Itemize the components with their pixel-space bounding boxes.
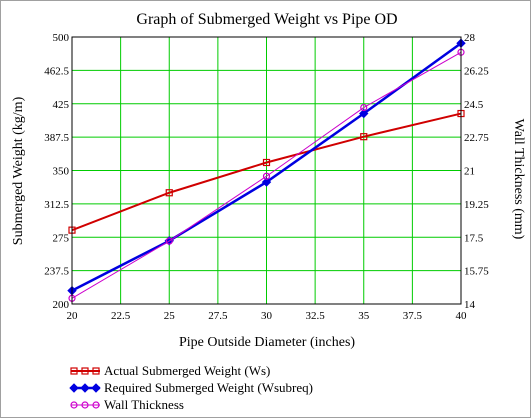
y-tick-label: 200 (53, 299, 70, 311)
y-tick-label: 462.5 (44, 65, 69, 77)
y2-tick-labels: 14 15.75 17.5 19.25 21 22.75 24.5 26.25 28 (464, 32, 489, 311)
legend-marker (80, 383, 90, 393)
y2-tick-label: 28 (464, 32, 476, 44)
x-tick-label: 22.5 (111, 310, 131, 322)
legend-marker (70, 401, 78, 409)
y-tick-label: 500 (53, 32, 70, 44)
data-point (262, 172, 271, 180)
y2-tick-label: 19.25 (464, 199, 489, 211)
x-tick-label: 20 (67, 310, 79, 322)
data-point (360, 103, 368, 112)
x-tick-label: 25 (164, 310, 176, 322)
x-tick-label: 40 (456, 310, 468, 322)
data-point (165, 237, 173, 245)
legend-marker (69, 383, 79, 393)
x-tick-label: 32.5 (306, 310, 326, 322)
y2-tick-label: 17.5 (464, 232, 484, 244)
x-tick-label: 37.5 (403, 310, 423, 322)
legend-label: Actual Submerged Weight (Ws) (104, 363, 270, 378)
y-axis-label: Submerged Weight (kg/m) (11, 96, 26, 245)
legend-item: Actual Submerged Weight (Ws) (70, 363, 270, 378)
legend-label: Wall Thickness (104, 397, 184, 412)
data-point (360, 133, 368, 141)
x-tick-labels: 20 22.5 25 27.5 30 32.5 35 37.5 40 (67, 310, 468, 322)
legend-item: Required Submerged Weight (Wsubreq) (69, 380, 313, 395)
y2-tick-label: 21 (464, 166, 475, 178)
legend-marker (81, 367, 89, 375)
y2-tick-label: 15.75 (464, 266, 489, 278)
x-tick-label: 30 (261, 310, 273, 322)
legend-marker (81, 401, 89, 409)
legend-marker (91, 383, 101, 393)
x-tick-label: 35 (358, 310, 370, 322)
legend-marker (92, 367, 100, 375)
legend-marker (70, 367, 78, 375)
series-line (71, 112, 462, 232)
plot-border (71, 36, 462, 305)
data-point (261, 177, 272, 187)
y2-tick-label: 22.75 (464, 132, 489, 144)
data-point (165, 189, 173, 197)
y2-axis-label: Wall Thickness (mm) (511, 119, 526, 240)
y-tick-label: 350 (53, 166, 70, 178)
legend-item: Wall Thickness (70, 397, 184, 412)
legend-marker (92, 401, 100, 409)
x-axis-label: Pipe Outside Diameter (inches) (179, 335, 355, 350)
legend: Actual Submerged Weight (Ws) Required Sub… (69, 363, 313, 412)
series-line (71, 51, 462, 299)
x-tick-label: 27.5 (208, 310, 228, 322)
y-tick-label: 237.5 (44, 266, 69, 278)
y-tick-label: 312.5 (44, 199, 69, 211)
data-point (262, 158, 271, 167)
legend-label: Required Submerged Weight (Wsubreq) (104, 380, 313, 395)
y2-tick-label: 14 (464, 299, 476, 311)
data-point (359, 108, 369, 119)
y2-tick-label: 24.5 (464, 99, 484, 111)
y-tick-labels: 200 237.5 275 312.5 350 387.5 425 462.5 500 (44, 32, 69, 311)
chart-title: Graph of Submerged Weight vs Pipe OD (136, 11, 397, 28)
y-tick-label: 387.5 (44, 132, 69, 144)
y-tick-label: 425 (53, 99, 70, 111)
y-tick-label: 275 (53, 232, 70, 244)
y2-tick-label: 26.25 (464, 65, 489, 77)
